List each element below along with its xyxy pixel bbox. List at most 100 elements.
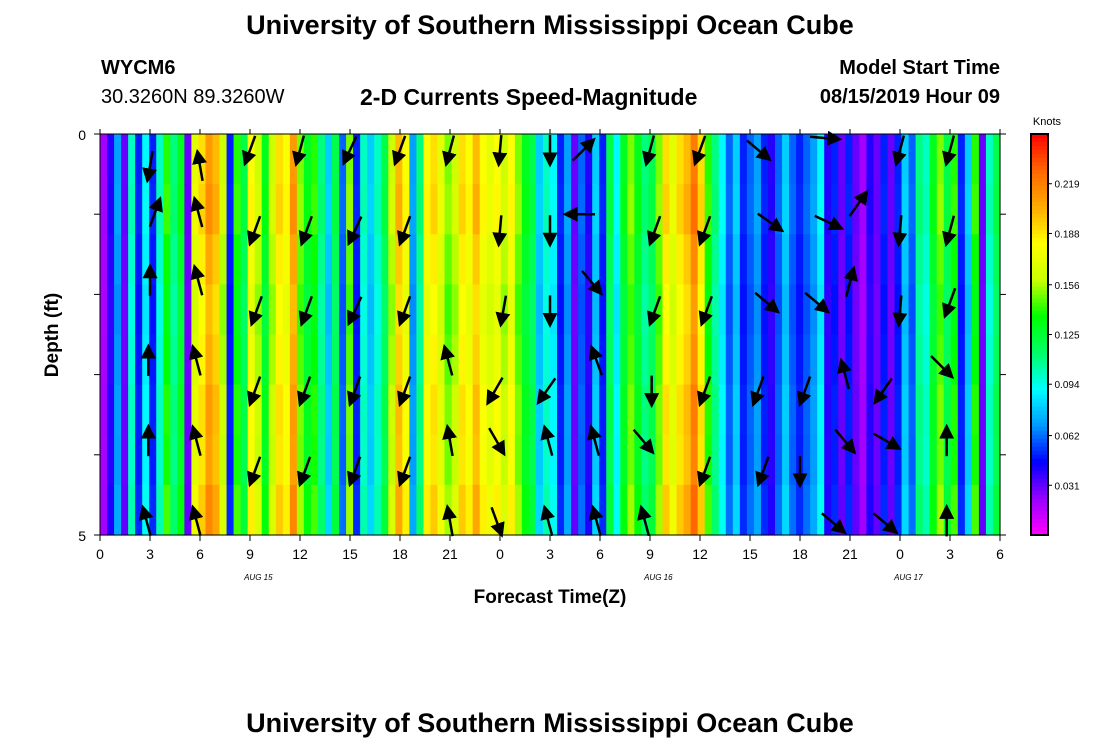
current-vector-arrow — [297, 376, 312, 408]
heatmap-cell — [648, 484, 657, 536]
heatmap-cell — [887, 234, 896, 285]
heatmap-cell — [521, 434, 530, 486]
heatmap-cell — [325, 234, 333, 285]
heatmap-cell — [760, 484, 769, 536]
heatmap-cell — [894, 284, 903, 336]
heatmap-cell — [620, 284, 628, 336]
heatmap-cell — [620, 134, 628, 185]
colorbar-swatch — [1031, 398, 1048, 404]
date-labels: AUG 15 AUG 16 AUG 17 — [243, 573, 923, 582]
heatmap-cell — [261, 384, 270, 436]
heatmap-cell — [585, 134, 593, 185]
heatmap-cell — [247, 284, 256, 336]
heatmap-cell — [233, 284, 242, 336]
heatmap-cell — [114, 484, 122, 536]
heatmap-cell — [479, 284, 488, 336]
heatmap-cell — [894, 434, 903, 486]
heatmap-cell — [212, 334, 221, 386]
heatmap-cell — [817, 234, 825, 285]
heatmap-cell — [852, 384, 860, 436]
heatmap-cell — [177, 434, 185, 486]
heatmap-cell — [479, 134, 488, 185]
heatmap-cell — [528, 284, 537, 336]
heatmap-cell — [845, 134, 853, 185]
heatmap-cell — [303, 134, 312, 185]
current-vector-arrow — [347, 456, 362, 488]
heatmap-cell — [929, 234, 938, 285]
heatmap-cell — [824, 434, 832, 486]
colorbar-swatch — [1031, 478, 1048, 484]
heatmap-cell — [310, 134, 319, 185]
heatmap-cell — [289, 384, 298, 436]
heatmap-cell — [648, 234, 657, 285]
heatmap-cell — [655, 434, 664, 486]
heatmap-cell — [796, 284, 804, 336]
heatmap-cell — [739, 384, 748, 436]
heatmap-cell — [606, 334, 614, 386]
heatmap-cell — [908, 384, 917, 436]
heatmap-cell — [929, 434, 938, 486]
colorbar-swatch — [1031, 210, 1048, 215]
colorbar-swatch — [1031, 294, 1048, 300]
heatmap-cell — [824, 184, 832, 235]
heatmap-cell — [507, 434, 516, 486]
current-vector-arrow — [292, 135, 307, 167]
heatmap-cell — [641, 234, 650, 285]
heatmap-cell — [669, 434, 678, 486]
heatmap-cell — [613, 234, 621, 285]
current-vector-arrow — [347, 216, 363, 247]
heatmap-cell — [655, 334, 664, 386]
heatmap-cell — [395, 334, 403, 386]
heatmap-cell — [992, 284, 1001, 336]
heatmap-cell — [789, 384, 797, 436]
heatmap-cell — [767, 334, 776, 386]
heatmap-cell — [325, 384, 333, 436]
heatmap-cell — [521, 134, 530, 185]
heatmap-cell — [978, 434, 987, 486]
heatmap-cell — [212, 234, 221, 285]
heatmap-cell — [142, 234, 150, 285]
current-vector-arrow — [892, 295, 908, 328]
current-vector-arrow — [347, 376, 362, 408]
heatmap-cell — [767, 134, 776, 185]
current-vector-arrow — [588, 504, 604, 537]
heatmap-cell — [964, 434, 973, 486]
heatmap-cell — [107, 484, 115, 536]
heatmap-cell — [613, 284, 621, 336]
heatmap-cell — [528, 234, 537, 285]
heatmap-cell — [796, 184, 804, 235]
heatmap-cell — [388, 434, 396, 486]
heatmap-cell — [521, 484, 530, 536]
heatmap-cell — [775, 334, 783, 386]
heatmap-cell — [275, 484, 284, 536]
heatmap-cell — [831, 234, 839, 285]
heatmap-cell — [177, 184, 185, 235]
heatmap-cell — [142, 334, 150, 386]
heatmap-cell — [922, 234, 931, 285]
colorbar-swatch — [1031, 322, 1048, 328]
heatmap-cell — [409, 184, 418, 235]
heatmap-cell — [564, 284, 572, 336]
station-coordinates: 30.3260N 89.3260W — [101, 86, 285, 108]
heatmap-cell — [866, 184, 875, 235]
current-vector-arrow — [750, 376, 765, 408]
heatmap-cell — [100, 284, 108, 336]
heatmap-cell — [254, 234, 263, 285]
heatmap-cell — [760, 234, 769, 285]
colorbar-swatch — [1031, 318, 1048, 324]
heatmap-cell — [571, 484, 579, 536]
heatmap-cell — [135, 334, 143, 386]
heatmap-cell — [388, 484, 396, 536]
heatmap-cell — [557, 334, 565, 386]
heatmap-cell — [135, 284, 143, 336]
colorbar-swatch — [1031, 474, 1048, 480]
heatmap-cell — [782, 334, 790, 386]
heatmap-cell — [486, 484, 495, 536]
heatmap-cell — [782, 384, 790, 436]
current-vector-arrow — [637, 504, 652, 537]
heatmap-cell — [803, 434, 811, 486]
current-vector-arrow — [756, 212, 785, 233]
heatmap-cell — [732, 384, 741, 436]
heatmap-cell — [100, 484, 108, 536]
x-tick-label: 0 — [496, 546, 504, 562]
